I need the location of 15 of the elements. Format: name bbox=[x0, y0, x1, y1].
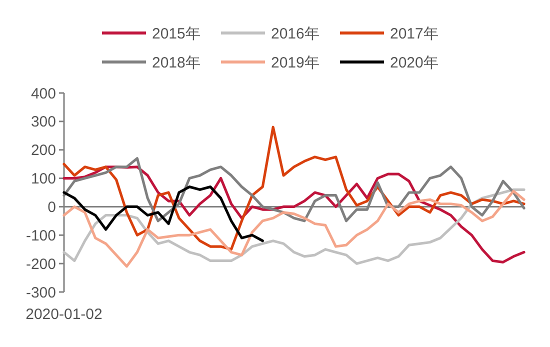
legend-label: 2017年 bbox=[390, 25, 438, 42]
y-tick-label: -300 bbox=[26, 284, 56, 302]
legend-label: 2018年 bbox=[152, 54, 200, 72]
y-tick-label: 200 bbox=[30, 142, 56, 160]
legend-label: 2019年 bbox=[271, 54, 320, 72]
y-tick-label: 0 bbox=[48, 198, 56, 216]
x-tick-label: 2020-01-02 bbox=[26, 306, 102, 323]
legend-label: 2020年 bbox=[390, 54, 438, 72]
y-tick-label: 300 bbox=[30, 114, 56, 131]
y-tick-label: 400 bbox=[30, 85, 56, 102]
y-tick-label: -200 bbox=[26, 256, 56, 273]
y-tick-label: 100 bbox=[30, 170, 56, 188]
legend-label: 2016年 bbox=[271, 25, 320, 42]
legend-label: 2015年 bbox=[152, 25, 200, 42]
y-tick-label: -100 bbox=[26, 227, 56, 244]
